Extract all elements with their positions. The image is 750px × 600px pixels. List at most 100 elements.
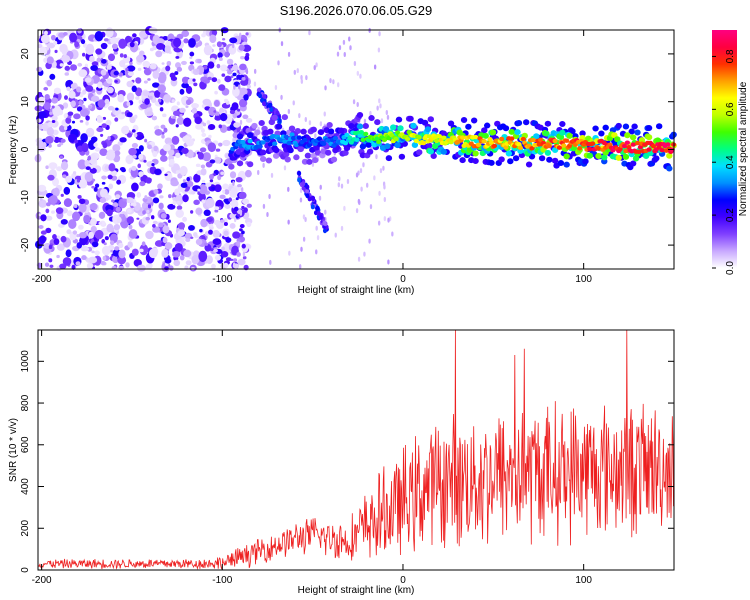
heatmap-speckle-cell	[369, 110, 372, 116]
heatmap-noise-cell	[38, 199, 47, 208]
heatmap-noise-cell	[207, 76, 212, 81]
heatmap-speckle-cell	[380, 118, 384, 124]
heatmap-noise-cell	[86, 262, 94, 269]
heatmap-speckle-cell	[324, 85, 327, 91]
heatmap-noise-cell	[152, 226, 161, 233]
heatmap-noise-cell	[174, 242, 183, 252]
heatmap-noise-cell	[149, 63, 157, 70]
colorbar-tick-label: 0.6	[725, 102, 736, 116]
heatmap-speckle-cell	[315, 249, 318, 255]
heatmap-noise-cell	[233, 122, 241, 128]
heatmap-noise-cell	[191, 254, 200, 265]
heatmap-noise-cell	[172, 110, 180, 116]
heatmap-ridge-cell	[416, 149, 423, 156]
colorbar-tick-label: 0.4	[725, 155, 736, 169]
heatmap-noise-cell	[131, 248, 139, 256]
heatmap-noise-cell	[134, 36, 141, 43]
heatmap-noise-cell	[199, 228, 203, 233]
heatmap-ridge-cell	[265, 157, 273, 164]
heatmap-ridge-cell	[546, 156, 553, 163]
heatmap-ridge-cell	[405, 136, 411, 142]
heatmap-speckle-cell	[238, 35, 241, 41]
heatmap-speckle-cell	[324, 209, 327, 215]
heatmap-ridge-cell	[374, 119, 381, 126]
heatmap-noise-cell	[118, 38, 127, 49]
heatmap-ridge-cell	[326, 121, 333, 128]
heatmap-noise-cell	[107, 174, 113, 180]
heatmap-noise-cell	[183, 117, 192, 127]
heatmap-noise-cell	[84, 77, 92, 83]
heatmap-speckle-cell	[300, 78, 304, 84]
heatmap-noise-cell	[132, 33, 137, 38]
heatmap-noise-cell	[127, 71, 134, 77]
heatmap-speckle-cell	[377, 220, 381, 226]
heatmap-ridge-cell	[579, 130, 586, 137]
heatmap-ridge-cell	[366, 148, 374, 155]
heatmap-noise-cell	[185, 85, 193, 94]
heatmap-noise-cell	[166, 60, 172, 67]
heatmap-ridge-cell	[465, 123, 472, 130]
heatmap-noise-cell	[40, 34, 50, 44]
heatmap-noise-cell	[117, 113, 126, 120]
heatmap-ridge-cell	[297, 146, 304, 153]
heatmap-ridge-cell	[546, 143, 552, 149]
heatmap-noise-cell	[104, 236, 109, 241]
heatmap-noise-cell	[80, 133, 88, 143]
heatmap-noise-cell	[49, 195, 58, 205]
heatmap-speckle-cell	[362, 162, 365, 168]
heatmap-noise-cell	[154, 240, 164, 247]
heatmap-ridge-cell	[650, 143, 657, 149]
heatmap-noise-cell	[57, 143, 62, 148]
heatmap-ridge-cell	[290, 135, 297, 141]
heatmap-ridge-cell	[472, 150, 479, 157]
heatmap-speckle-cell	[359, 73, 362, 79]
heatmap-noise-cell	[129, 41, 135, 48]
heatmap-noise-cell	[246, 221, 252, 228]
heatmap-ridge-cell	[622, 123, 630, 130]
heatmap-ridge-cell	[507, 158, 514, 165]
heatmap-noise-cell	[212, 44, 216, 47]
heatmap-noise-cell	[162, 35, 169, 41]
heatmap-speckle-cell	[337, 182, 341, 188]
heatmap-ridge-cell	[503, 145, 509, 150]
heatmap-branch-cell	[260, 97, 265, 103]
heatmap-ridge-cell	[487, 137, 493, 142]
heatmap-noise-cell	[113, 223, 121, 231]
heatmap-noise-cell	[62, 174, 67, 178]
heatmap-ridge-cell	[595, 146, 602, 151]
heatmap-ridge-cell	[271, 114, 278, 121]
snr-ytick-label: 200	[20, 519, 31, 536]
heatmap-noise-cell	[207, 61, 215, 69]
heatmap-noise-cell	[149, 47, 154, 52]
heatmap-speckle-cell	[336, 51, 340, 57]
heatmap-ridge-cell	[509, 136, 515, 141]
heatmap-noise-cell	[185, 260, 192, 266]
heatmap-noise-cell	[222, 183, 229, 190]
heatmap-ridge-cell	[566, 132, 573, 139]
heatmap-noise-cell	[200, 164, 206, 169]
heatmap-noise-cell	[185, 238, 191, 243]
heatmap-noise-cell	[219, 194, 226, 200]
colorbar-scale	[712, 30, 737, 268]
heatmap-noise-cell	[223, 98, 229, 103]
heatmap-noise-cell	[203, 44, 213, 56]
heatmap-noise-cell	[175, 170, 181, 174]
heatmap-speckle-cell	[308, 120, 312, 126]
heatmap-ridge-cell	[362, 123, 369, 130]
heatmap-ridge-cell	[289, 132, 295, 137]
heatmap-branch-cell	[315, 206, 320, 212]
heatmap-noise-cell	[77, 194, 82, 199]
heatmap-noise-cell	[56, 166, 63, 172]
heatmap-speckle-cell	[253, 68, 257, 74]
heatmap-noise-cell	[69, 64, 78, 71]
heatmap-noise-cell	[62, 31, 68, 36]
heatmap-ridge-cell	[577, 146, 583, 151]
heatmap-noise-cell	[202, 122, 207, 127]
heatmap-speckle-cell	[373, 64, 377, 70]
heatmap-ridge-cell	[631, 123, 638, 130]
heatmap-noise-cell	[136, 54, 145, 63]
heatmap-ridge-cell	[354, 137, 360, 142]
heatmap-noise-cell	[66, 229, 72, 235]
heatmap-speckle-cell	[233, 84, 236, 90]
heatmap-ridge-cell	[293, 142, 299, 148]
